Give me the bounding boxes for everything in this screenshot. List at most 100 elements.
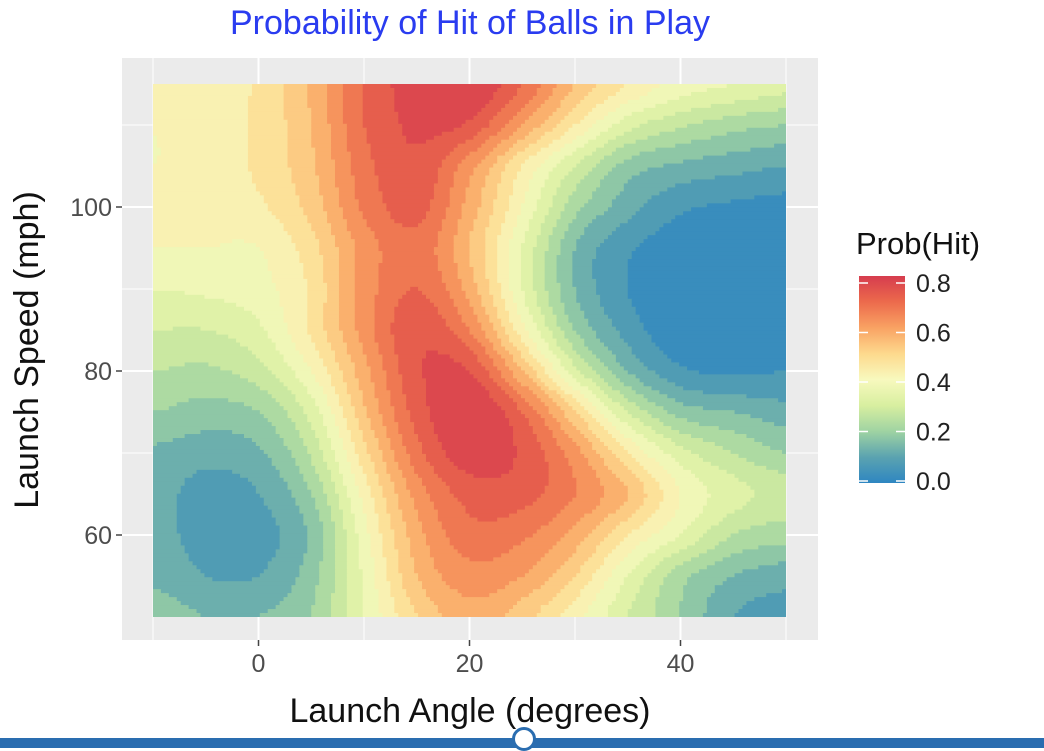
contour-cell [342,115,364,121]
contour-cell [497,334,510,340]
contour-cell [271,457,297,463]
contour-cell [275,521,304,527]
contour-cell [516,310,530,316]
contour-cell [659,485,680,491]
contour-cell [631,255,786,260]
contour-cell [623,481,645,487]
contour-cell [647,366,688,371]
contour-cell [247,143,289,149]
contour-cell [374,461,388,467]
contour-cell [156,159,249,165]
contour-cell [334,358,352,364]
contour-cell [627,282,786,288]
contour-cell [338,505,352,511]
contour-cell [663,497,680,503]
contour-cell [659,461,680,467]
contour-cell [596,449,613,455]
contour-cell [481,159,498,165]
contour-cell [327,115,344,121]
contour-cell [520,382,538,387]
contour-cell [366,223,403,228]
contour-cell [220,366,269,371]
contour-cell [750,147,786,153]
contour-cell [572,601,593,606]
contour-cell [295,183,320,189]
contour-cell [153,239,233,244]
bottom-drag-handle[interactable] [512,727,536,751]
contour-cell [390,521,407,527]
contour-cell [319,354,336,360]
contour-cell [338,326,356,332]
contour-cell [560,135,577,141]
contour-cell [429,597,522,602]
contour-cell [362,215,391,220]
contour-cell [153,418,269,423]
contour-cell [548,171,570,177]
contour-cell [528,310,542,316]
contour-cell [153,374,241,379]
contour-cell [691,139,786,145]
contour-cell [441,477,550,483]
contour-cell [485,366,498,371]
contour-cell [303,477,320,483]
contour-cell [153,449,265,455]
contour-cell [374,318,395,324]
contour-cell [564,203,585,208]
contour-cell [607,95,641,101]
contour-cell [350,354,368,360]
contour-cell [410,489,427,495]
contour-cell [532,430,554,435]
contour-cell [548,549,577,554]
contour-cell [390,445,407,451]
contour-cell [382,414,395,419]
contour-cell [615,147,657,153]
contour-cell [358,457,372,463]
contour-cell [647,410,668,415]
contour-cell [639,378,668,383]
contour-cell [544,278,558,284]
contour-cell [334,418,348,423]
contour-cell [485,235,498,240]
contour-cell [338,274,356,280]
contour-cell [572,123,593,129]
contour-cell [536,346,550,352]
contour-cell [437,306,459,312]
contour-cell [449,187,467,192]
contour-cell [698,569,744,574]
contour-cell [331,601,348,606]
contour-cell [576,294,601,300]
contour-cell [655,601,680,606]
contour-cell [453,330,471,336]
contour-cell [354,525,368,531]
contour-cell [639,561,660,566]
contour-cell [323,525,336,531]
contour-cell [734,430,786,435]
contour-cell [683,561,716,566]
contour-cell [453,259,471,264]
contour-cell [287,414,308,419]
contour-cell [647,493,664,499]
contour-cell [366,449,384,455]
contour-cell [722,445,771,451]
contour-cell [331,445,344,451]
contour-cell [358,422,372,427]
contour-cell [358,426,372,431]
contour-cell [267,203,300,208]
contour-cell [378,270,443,276]
contour-cell [346,537,360,543]
contour-cell [362,394,376,399]
contour-cell [588,318,613,324]
contour-cell [153,183,257,189]
contour-cell [604,211,637,216]
contour-cell [374,322,391,328]
contour-cell [548,143,566,149]
contour-cell [445,533,534,539]
contour-cell [516,302,526,308]
contour-cell [153,139,158,145]
contour-cell [279,219,308,224]
contour-cell [311,334,328,340]
contour-cell [331,374,344,379]
contour-cell [501,227,514,232]
contour-cell [572,553,593,558]
contour-cell [323,485,336,491]
